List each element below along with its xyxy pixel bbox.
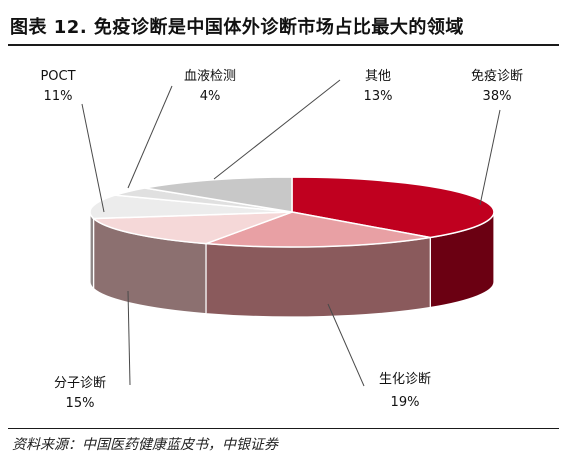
leader-line-0 (479, 109, 501, 206)
leader-line-1 (327, 303, 365, 387)
slice-value-2: 15% (66, 396, 95, 411)
pie-slice-3 (89, 194, 293, 220)
leader-line-4 (127, 85, 173, 189)
slice-label-2: 分子诊断 (54, 376, 106, 391)
slice-label-0: 免疫诊断 (471, 68, 523, 84)
slice-value-0: 38% (483, 89, 512, 104)
pie-slice-1 (205, 211, 431, 248)
slice-value-1: 19% (391, 395, 420, 410)
pie-slice-5 (144, 176, 293, 213)
slice-label-4: 血液检测 (184, 69, 236, 84)
leader-line-2 (127, 290, 131, 386)
title-rule (8, 44, 559, 46)
source-note: 资料来源：中国医药健康蓝皮书，中银证券 (12, 437, 278, 453)
leader-line-3 (81, 103, 105, 213)
chart-title: 图表 12. 免疫诊断是中国体外诊断市场占比最大的领域 (10, 17, 464, 38)
pie-slice-0 (291, 176, 495, 239)
slice-value-4: 4% (200, 89, 221, 104)
leader-line-5 (213, 79, 341, 180)
footer-rule (8, 428, 559, 429)
pie-side-3 (89, 211, 95, 290)
pie-side-1 (205, 236, 431, 318)
slice-label-1: 生化诊断 (379, 372, 431, 387)
pie-slice-2 (91, 211, 293, 245)
slice-value-5: 13% (364, 89, 393, 104)
slice-label-5: 其他 (365, 69, 391, 84)
slice-label-3: POCT (40, 69, 75, 84)
slice-value-3: 11% (44, 89, 73, 104)
